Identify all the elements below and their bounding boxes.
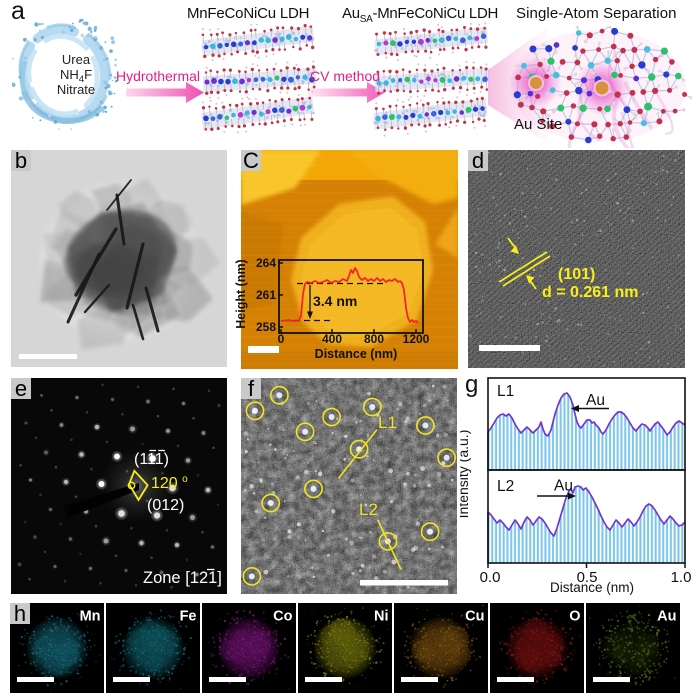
svg-text:Distance (nm): Distance (nm)	[315, 347, 398, 361]
svg-text:L1: L1	[378, 413, 397, 432]
svg-text:1.0: 1.0	[671, 569, 692, 586]
svg-text:Au: Au	[657, 609, 676, 625]
svg-text:800: 800	[364, 332, 384, 346]
svg-text:L2: L2	[359, 500, 378, 519]
svg-text:Au: Au	[586, 392, 605, 409]
svg-text:1200: 1200	[403, 332, 430, 346]
svg-text:Fe: Fe	[180, 609, 197, 625]
svg-text:Zone [121]: Zone [121]	[143, 569, 222, 587]
svg-text:120 o: 120 o	[151, 474, 188, 492]
svg-text:Au: Au	[554, 478, 573, 495]
svg-text:264: 264	[256, 256, 276, 270]
svg-text:Ni: Ni	[374, 609, 389, 625]
svg-text:(101): (101)	[558, 266, 595, 283]
svg-text:d = 0.261 nm: d = 0.261 nm	[542, 284, 639, 301]
svg-text:(012): (012)	[147, 497, 184, 514]
svg-text:O: O	[569, 609, 580, 625]
svg-text:L1: L1	[497, 383, 514, 400]
svg-text:400: 400	[322, 332, 342, 346]
svg-text:3.4 nm: 3.4 nm	[313, 293, 357, 309]
svg-text:261: 261	[256, 288, 276, 302]
svg-text:0: 0	[278, 332, 285, 346]
svg-text:Co: Co	[273, 609, 292, 625]
svg-text:0.5: 0.5	[577, 569, 598, 586]
svg-text:(111): (111)	[134, 451, 169, 468]
svg-text:258: 258	[256, 320, 276, 334]
svg-text:Mn: Mn	[80, 609, 101, 625]
svg-text:Intensity (a.u.): Intensity (a.u.)	[460, 430, 471, 519]
svg-text:Height (nm): Height (nm)	[234, 259, 248, 328]
svg-text:Cu: Cu	[465, 609, 484, 625]
svg-text:0.0: 0.0	[480, 569, 501, 586]
svg-text:L2: L2	[497, 478, 514, 495]
svg-text:Distance (nm): Distance (nm)	[550, 580, 634, 595]
